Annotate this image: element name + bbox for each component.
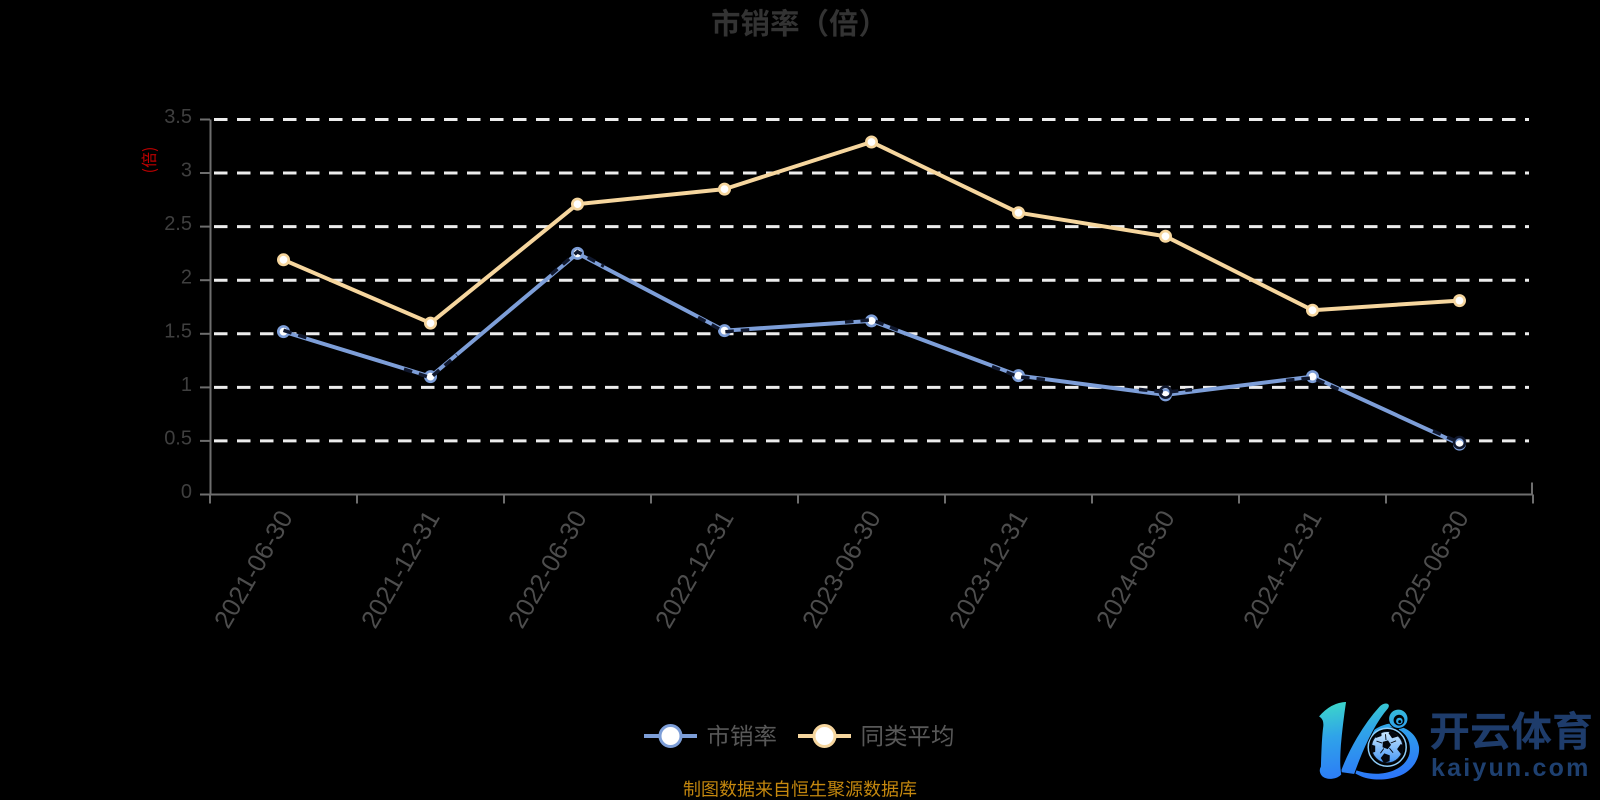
svg-text:2.5: 2.5 — [164, 213, 192, 235]
svg-text:0: 0 — [181, 481, 192, 503]
svg-text:1.5: 1.5 — [164, 320, 192, 342]
svg-text:3: 3 — [181, 160, 192, 182]
svg-text:kaiyun.com: kaiyun.com — [1431, 754, 1591, 782]
svg-text:0.5: 0.5 — [164, 427, 192, 449]
svg-text:1: 1 — [181, 374, 192, 396]
svg-text:2: 2 — [181, 267, 192, 289]
svg-text:3.5: 3.5 — [164, 106, 192, 128]
